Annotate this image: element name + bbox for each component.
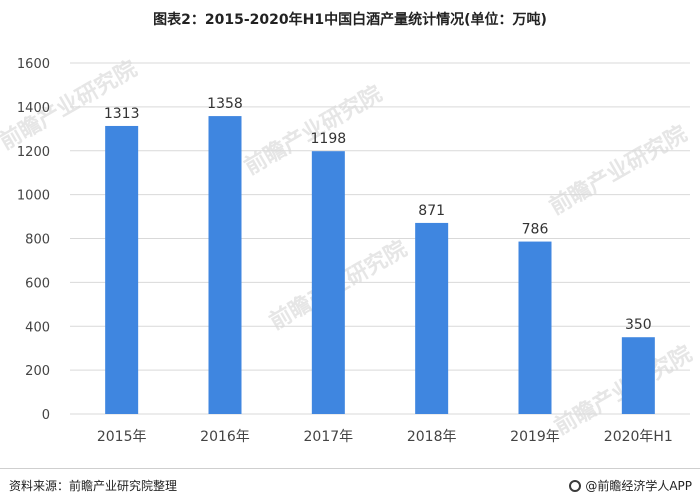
x-tick-label: 2019年 xyxy=(510,429,560,445)
x-tick-label: 2016年 xyxy=(200,429,250,445)
bar-value-label: 350 xyxy=(625,317,652,333)
x-tick-label: 2018年 xyxy=(407,429,457,445)
bar-value-label: 786 xyxy=(522,222,549,238)
watermark-text: 前瞻产业研究院 xyxy=(545,121,691,221)
bar xyxy=(311,151,345,414)
source-note: 资料来源：前瞻产业研究院整理 xyxy=(9,479,178,493)
bar-value-label: 871 xyxy=(418,203,445,219)
y-tick-label: 1400 xyxy=(17,101,50,116)
bar xyxy=(208,116,242,415)
chart-title: 图表2：2015-2020年H1中国白酒产量统计情况(单位：万吨) xyxy=(153,12,547,28)
x-axis-ticks: 2015年 2016年 2017年 2018年 2019年 2020年H1 xyxy=(97,429,673,445)
x-tick-label: 2020年H1 xyxy=(604,429,673,445)
bar-value-label: 1313 xyxy=(104,106,140,122)
y-tick-label: 200 xyxy=(25,364,50,379)
bar-chart: 前瞻产业研究院前瞻产业研究院前瞻产业研究院前瞻产业研究院前瞻产业研究院 0200… xyxy=(0,56,696,445)
x-tick-label: 2017年 xyxy=(304,429,354,445)
footer: 资料来源：前瞻产业研究院整理 @前瞻经济学人APP xyxy=(0,468,700,501)
x-tick-label: 2015年 xyxy=(97,429,147,445)
bar xyxy=(621,337,655,414)
brand-logo-icon xyxy=(569,479,582,492)
bar xyxy=(415,222,449,414)
bar-value-label: 1358 xyxy=(207,96,243,112)
y-tick-label: 1000 xyxy=(17,189,50,204)
data-labels: 1313 1358 1198 871 786 350 xyxy=(104,96,652,333)
y-tick-label: 1200 xyxy=(17,145,50,160)
y-tick-label: 800 xyxy=(25,233,50,248)
y-tick-label: 400 xyxy=(25,320,50,335)
gridlines xyxy=(70,62,690,415)
bar xyxy=(105,125,139,414)
bar-value-label: 1198 xyxy=(311,131,347,147)
y-tick-label: 600 xyxy=(25,276,50,291)
footer-divider xyxy=(0,468,700,469)
bar xyxy=(518,241,552,414)
brand-credit: @前瞻经济学人APP xyxy=(569,477,692,494)
y-tick-label: 1600 xyxy=(17,57,50,72)
brand-text: @前瞻经济学人APP xyxy=(585,479,692,493)
bars xyxy=(105,116,655,415)
y-tick-label: 0 xyxy=(42,408,50,423)
y-axis-ticks: 0 200 400 600 800 1000 1200 1400 1600 xyxy=(17,57,50,423)
